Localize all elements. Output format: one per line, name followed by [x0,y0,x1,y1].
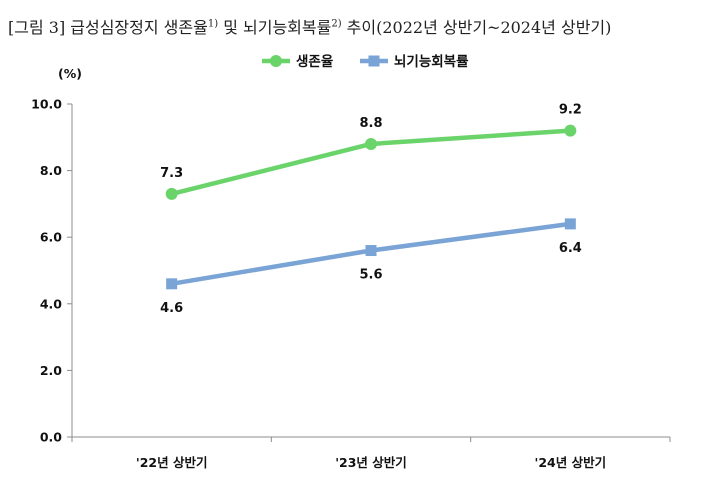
data-point [165,187,178,200]
data-label: 7.3 [160,166,183,181]
series-survival-rate: 7.3 8.8 9.2 [160,103,582,200]
y-tick-label: 10.0 [31,97,62,112]
title-footnote-1: 1) [207,18,219,30]
data-point [365,245,377,257]
legend-label: 생존율 [296,53,333,70]
data-point [564,124,577,137]
chart-legend: 생존율 뇌기능회복률 [262,53,469,70]
legend-item: 뇌기능회복률 [360,53,469,70]
data-label: 4.6 [160,301,183,316]
y-tick-label: 4.0 [40,296,62,311]
chart-series: 7.3 8.8 9.2 4.6 5.6 6.4 [160,103,582,316]
y-axis-unit-label: (%) [58,66,82,81]
chart-axes: 0.0 2.0 4.0 6.0 8.0 10.0 '22년 상반기 '23년 상반기 '24년 … [31,97,671,470]
y-tick-label: 0.0 [40,430,62,445]
data-point [166,278,178,290]
data-label: 9.2 [559,103,582,118]
title-footnote-2: 2) [331,18,342,30]
title-suffix: 추이(2022년 상반기~2024년 상반기) [341,18,612,37]
legend-item: 생존율 [262,53,333,70]
data-point [564,218,576,230]
y-tick-label: 8.0 [40,163,62,178]
x-tick-label: '24년 상반기 [535,455,607,470]
data-label: 5.6 [359,268,382,283]
legend-marker [368,55,380,67]
y-tick-label: 2.0 [40,363,62,378]
legend-label: 뇌기능회복률 [394,53,469,70]
x-tick-label: '23년 상반기 [335,455,407,470]
y-tick-label: 6.0 [40,230,62,245]
data-label: 6.4 [559,241,582,256]
title-mid: 및 뇌기능회복률 [218,18,332,37]
data-point [365,137,377,150]
title-prefix: [그림 3] 급성심장정지 생존율 [8,18,208,37]
x-tick-label: '22년 상반기 [136,455,208,470]
series-brain-function-recovery-rate: 4.6 5.6 6.4 [160,218,582,316]
figure-title: [그림 3] 급성심장정지 생존율1) 및 뇌기능회복률2) 추이(2022년 … [8,14,611,38]
data-label: 8.8 [359,116,382,131]
legend-marker [270,55,282,67]
